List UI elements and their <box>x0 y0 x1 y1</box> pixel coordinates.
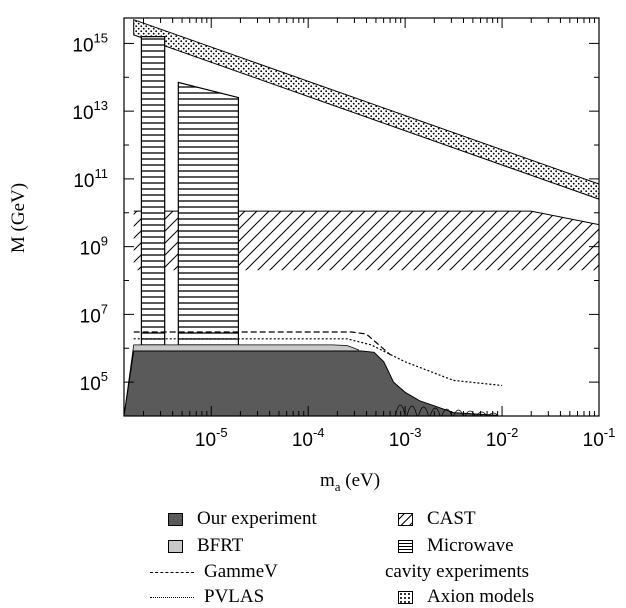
x-tick-label-exponent: -4 <box>313 425 325 440</box>
legend-line-pvlas <box>150 596 194 598</box>
y-tick-label: 107 <box>80 301 108 327</box>
microwave-region-2 <box>177 81 239 349</box>
y-tick-label-exponent: 9 <box>101 234 108 249</box>
legend-label-gammev: GammeV <box>204 561 278 582</box>
x-axis-label-subscript: a <box>335 479 341 494</box>
legend-swatch-axion-models <box>398 590 413 604</box>
our-experiment-oscillations <box>394 404 499 416</box>
cast-region <box>133 211 599 271</box>
x-tick-label: 10-5 <box>195 425 228 451</box>
oscillation-arc <box>406 405 418 416</box>
y-tick-label-exponent: 5 <box>101 369 108 384</box>
legend-item-cavity-experiments: cavity experiments <box>385 561 529 583</box>
y-tick-label: 1015 <box>72 30 108 56</box>
y-axis-label: M (GeV) <box>8 183 29 253</box>
legend-item-bfrt: BFRT <box>168 535 243 557</box>
oscillation-arc <box>464 410 476 416</box>
y-tick-label: 105 <box>80 369 108 395</box>
legend-item-cast: CAST <box>398 508 476 530</box>
y-tick-label: 109 <box>80 234 108 260</box>
chart-plot: 10-5 10-4 10-3 10-2 10-1 105 107 109 1011 1013 101… <box>8 17 616 494</box>
oscillation-arc <box>476 411 488 416</box>
y-tick-label: 1013 <box>72 98 108 124</box>
legend-label-microwave: Microwave <box>427 535 514 556</box>
microwave-region-1 <box>140 35 166 349</box>
y-tick-label-exponent: 7 <box>101 301 108 316</box>
legend-label-axion-models: Axion models <box>427 586 535 607</box>
legend-item-our-experiment: Our experiment <box>168 508 317 530</box>
axion-models-band <box>133 18 599 200</box>
x-tick-label: 10-3 <box>389 425 422 451</box>
legend-label-bfrt: BFRT <box>197 535 244 556</box>
our-experiment-region <box>124 350 498 416</box>
legend-line-gammev <box>150 571 194 573</box>
legend-label-cavity-experiments: cavity experiments <box>385 561 530 582</box>
x-tick-label-exponent: -5 <box>216 425 228 440</box>
legend-label-pvlas: PVLAS <box>204 586 265 607</box>
cast-boundary <box>133 210 599 226</box>
x-tick-label-exponent: -1 <box>604 425 616 440</box>
legend-item-axion-models: Axion models <box>398 586 534 608</box>
x-tick-label: 10-4 <box>292 425 325 451</box>
gammev-line <box>133 331 391 356</box>
y-tick-label-exponent: 11 <box>95 166 109 181</box>
pvlas-line <box>133 338 503 387</box>
x-tick-label: 10-2 <box>486 425 519 451</box>
y-tick-label: 1011 <box>73 166 108 192</box>
legend-swatch-cast <box>398 512 413 526</box>
legend-item-microwave: Microwave <box>398 535 514 557</box>
oscillation-arc <box>453 409 464 416</box>
y-tick-label-exponent: 13 <box>94 98 108 113</box>
legend-item-pvlas: PVLAS <box>150 586 264 608</box>
x-tick-label: 10-1 <box>583 425 616 451</box>
x-tick-label-exponent: -2 <box>507 425 519 440</box>
x-axis-label: ma (eV) <box>320 470 380 494</box>
legend-label-cast: CAST <box>427 508 476 529</box>
legend-item-gammev: GammeV <box>150 561 278 583</box>
x-tick-label-exponent: -3 <box>410 425 422 440</box>
legend-swatch-microwave <box>398 539 413 553</box>
legend-swatch-our-experiment <box>168 512 183 526</box>
y-tick-label-exponent: 15 <box>94 30 108 45</box>
plot-frame <box>123 17 600 417</box>
oscillation-arc <box>429 407 441 416</box>
x-axis-label-unit: (eV) <box>341 470 381 491</box>
legend-swatch-bfrt <box>168 539 183 553</box>
oscillation-arc <box>418 406 429 416</box>
legend-label-our-experiment: Our experiment <box>197 508 317 529</box>
